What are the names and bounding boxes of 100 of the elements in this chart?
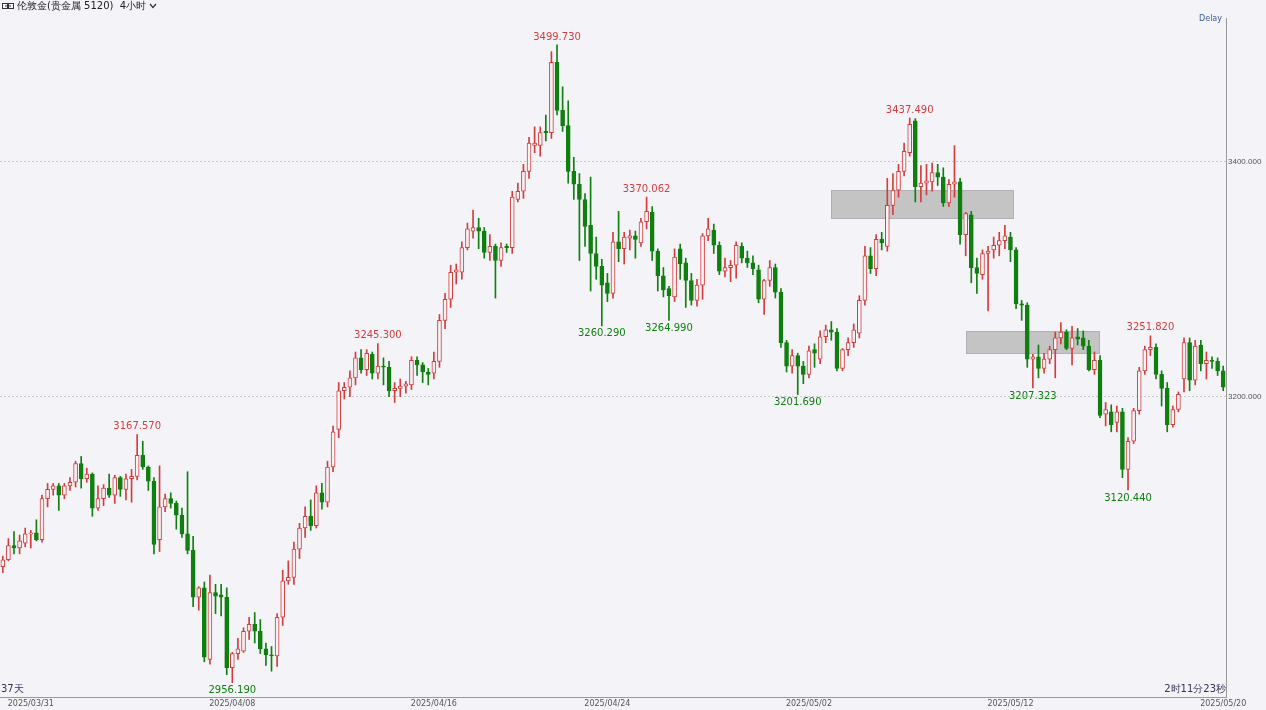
annotation: Delay	[1199, 13, 1222, 25]
candlestick	[868, 247, 873, 274]
candlestick	[129, 469, 134, 503]
candlestick	[672, 248, 677, 302]
candlestick	[1064, 329, 1069, 351]
candlestick	[661, 267, 666, 298]
annotation: 3264.990	[645, 321, 693, 333]
annotation: 3260.290	[577, 327, 626, 339]
candlestick	[521, 163, 526, 199]
candlestick	[392, 382, 397, 403]
candlestick	[34, 519, 39, 542]
candlestick	[728, 260, 733, 282]
annotation: 37天	[1, 683, 24, 695]
candlestick	[980, 249, 985, 280]
candlestick	[1187, 337, 1192, 392]
candlestick	[549, 51, 554, 139]
candlestick	[397, 378, 403, 397]
candlestick	[532, 126, 537, 153]
candlestick	[924, 163, 929, 196]
candlestick	[6, 538, 11, 562]
candlestick	[840, 348, 845, 372]
candlestick	[470, 209, 476, 239]
candlestick	[213, 584, 218, 615]
candlestick	[896, 163, 901, 198]
annotation: 3245.300	[354, 329, 402, 341]
annotation: 2956.190	[208, 684, 257, 696]
candlestick	[1047, 345, 1052, 365]
candlestick	[1204, 351, 1209, 380]
candlestick	[963, 212, 969, 257]
candlestick	[157, 465, 162, 552]
candlestick	[935, 163, 941, 186]
candlestick	[756, 264, 761, 304]
candlestick	[605, 273, 610, 302]
candlestick	[784, 339, 789, 373]
x-tick-label: 2025/04/16	[410, 698, 457, 708]
candlestick	[879, 232, 885, 251]
annotation: 3370.062	[622, 182, 671, 194]
candlestick	[353, 351, 358, 386]
candlestick	[257, 619, 263, 654]
x-tick-label: 2025/05/12	[987, 698, 1034, 708]
candlestick	[1176, 391, 1181, 413]
candlestick	[745, 250, 750, 268]
annotation: 3201.690	[773, 396, 822, 408]
x-tick-label: 2025/04/08	[209, 698, 256, 708]
candlestick	[1075, 328, 1080, 346]
candlestick	[28, 530, 34, 549]
candlestick	[717, 241, 722, 275]
candlestick	[577, 173, 582, 261]
candlestick	[448, 264, 453, 308]
candlestick	[229, 652, 235, 684]
candlestick	[493, 243, 498, 299]
candlestick	[437, 314, 442, 368]
candlestick	[409, 356, 414, 390]
candlestick	[118, 476, 123, 497]
candlestick	[425, 368, 431, 386]
candlestick	[45, 483, 50, 508]
candlestick	[420, 362, 425, 383]
candlestick	[364, 349, 370, 376]
candlestick	[633, 230, 638, 259]
candlestick	[202, 581, 207, 663]
candlestick	[856, 295, 862, 339]
candlestick	[285, 560, 291, 585]
candlestick	[1008, 232, 1013, 263]
candlestick	[689, 273, 694, 306]
annotation: 2时11分23秒	[1164, 683, 1226, 695]
candlestick	[700, 233, 705, 300]
annotation: 3499.730	[533, 30, 581, 42]
candlestick	[90, 472, 95, 517]
candlestick	[1036, 344, 1041, 379]
candlestick	[325, 460, 330, 508]
candlestick	[884, 178, 890, 252]
candlestick	[62, 483, 67, 500]
candlestick	[801, 361, 806, 385]
candlestick	[174, 500, 179, 530]
x-tick-label: 2025/04/24	[584, 698, 631, 708]
candlestick	[185, 471, 190, 555]
candlestick	[476, 217, 481, 250]
candlestick	[453, 263, 459, 285]
candlestick	[17, 534, 22, 555]
chart-title: 伦敦金(贵金属 5120) 4小时	[17, 0, 147, 12]
candlestick	[952, 145, 957, 198]
annotation: 3120.440	[1104, 491, 1152, 503]
candlestick	[829, 321, 834, 341]
annotation: 3207.323	[1009, 389, 1057, 401]
candlestick	[146, 465, 151, 491]
annotation: 3167.570	[113, 420, 162, 432]
candlestick	[812, 343, 817, 368]
candlestick	[996, 232, 1002, 257]
candlestick	[560, 86, 565, 132]
x-tick-label: 2025/03/31	[7, 698, 54, 708]
candlestick	[627, 229, 633, 251]
candlestick	[1019, 300, 1024, 321]
candlestick	[1103, 402, 1108, 427]
x-tick-label: 2025/05/02	[785, 698, 832, 708]
candlestick	[269, 646, 274, 672]
candlestick	[616, 210, 621, 263]
candlestick	[336, 382, 342, 439]
candlestick	[1159, 370, 1164, 407]
candlestick	[1092, 351, 1097, 375]
annotation: 3251.820	[1126, 321, 1175, 333]
